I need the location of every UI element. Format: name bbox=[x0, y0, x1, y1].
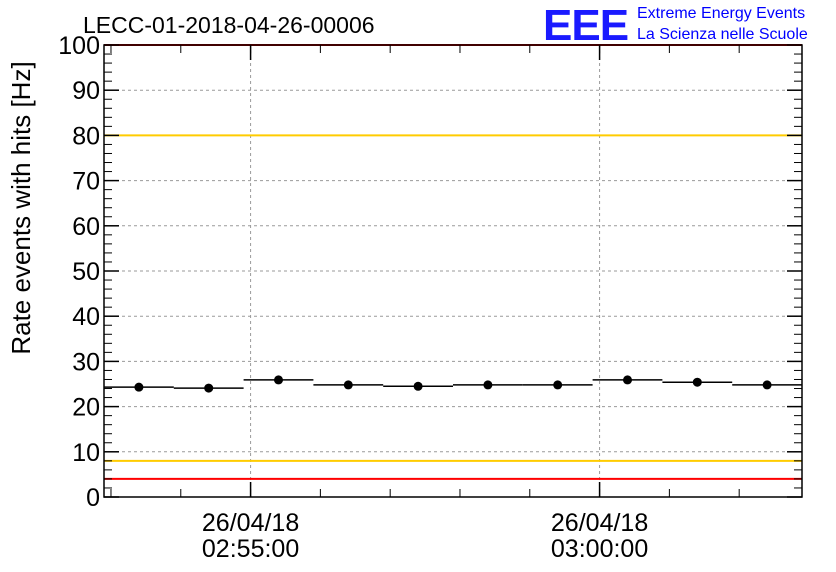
y-tick-label: 30 bbox=[72, 348, 100, 376]
y-tick-label: 40 bbox=[72, 303, 100, 331]
data-point bbox=[274, 375, 283, 385]
y-tick-label: 70 bbox=[72, 168, 100, 196]
y-tick-label: 10 bbox=[72, 439, 100, 467]
y-tick-label: 90 bbox=[72, 77, 100, 105]
data-series bbox=[104, 375, 802, 393]
data-point bbox=[623, 375, 632, 385]
data-point bbox=[483, 380, 493, 390]
eee-logo-line-2: La Scienza nelle Scuole bbox=[637, 26, 808, 43]
x-tick-label-time: 02:55:00 bbox=[202, 535, 299, 563]
data-point bbox=[343, 380, 353, 390]
x-tick-label-time: 03:00:00 bbox=[551, 535, 648, 563]
y-axis-label: Rate events with hits [Hz] bbox=[6, 61, 36, 354]
eee-logo: EEE Extreme Energy Events La Scienza nel… bbox=[543, 1, 808, 50]
data-point bbox=[204, 383, 214, 393]
reference-lines bbox=[104, 44, 802, 480]
y-axis: 0 10 20 30 40 50 60 70 80 90 100 bbox=[58, 32, 802, 512]
chart-title: LECC-01-2018-04-26-00006 bbox=[83, 12, 375, 38]
eee-logo-line-1: Extreme Energy Events bbox=[637, 5, 805, 22]
y-tick-label: 0 bbox=[86, 484, 100, 512]
data-point bbox=[553, 380, 563, 390]
y-tick-label: 50 bbox=[72, 258, 100, 286]
y-tick-label: 80 bbox=[72, 122, 100, 150]
x-tick-label-date: 26/04/18 bbox=[202, 509, 299, 537]
data-point bbox=[134, 382, 144, 392]
y-tick-label: 100 bbox=[58, 32, 100, 60]
data-point bbox=[762, 380, 772, 390]
grid bbox=[104, 45, 802, 497]
data-point bbox=[413, 381, 423, 391]
data-point bbox=[692, 377, 702, 387]
x-tick-label-date: 26/04/18 bbox=[551, 509, 648, 537]
eee-logo-word: EEE bbox=[543, 1, 628, 50]
y-tick-label: 20 bbox=[72, 394, 100, 422]
y-tick-label: 60 bbox=[72, 213, 100, 241]
